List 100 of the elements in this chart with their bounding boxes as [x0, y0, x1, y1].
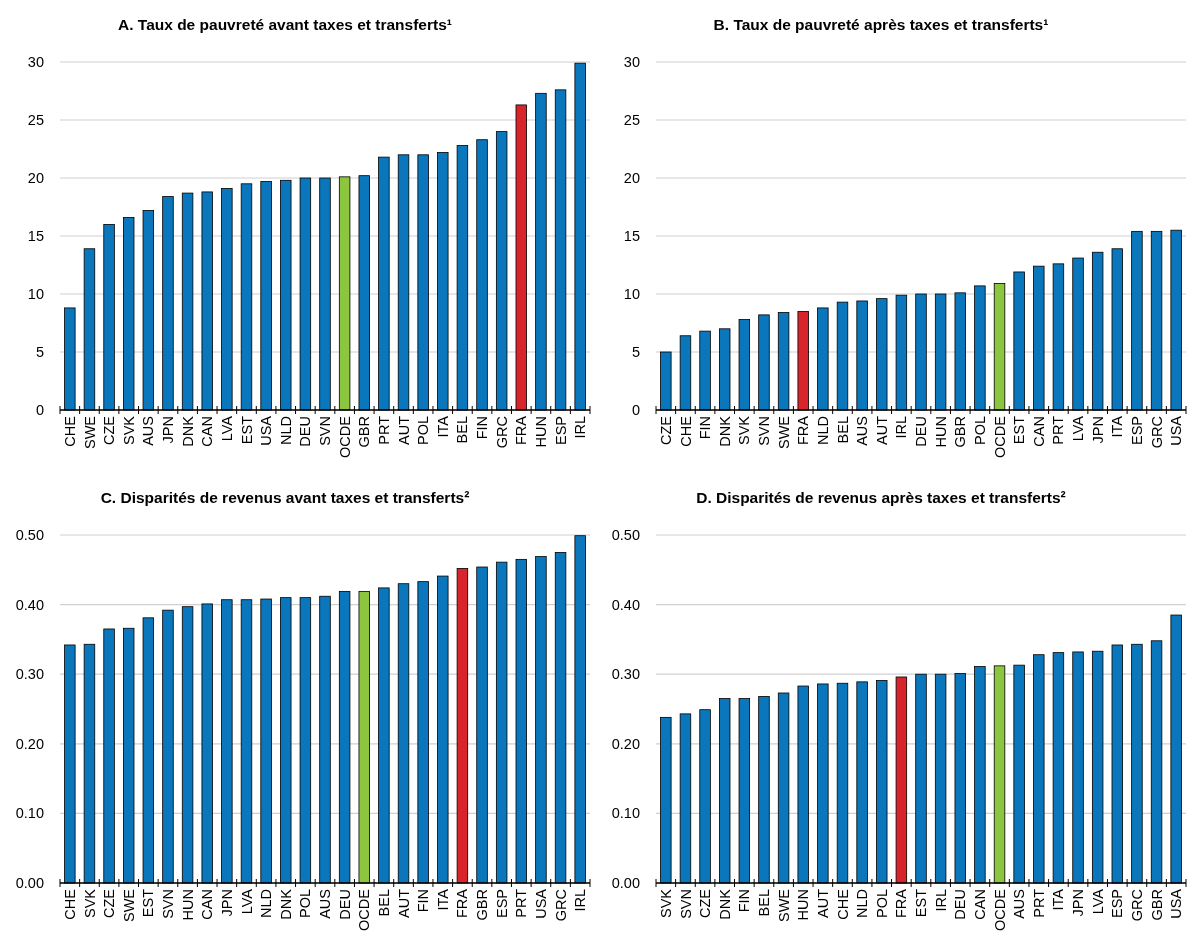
x-tick-label: OCDE: [356, 888, 373, 931]
x-tick-label: JPN: [160, 416, 177, 444]
x-tick-label: LVA: [238, 888, 255, 915]
x-tick-label: GBR: [356, 416, 373, 448]
x-tick-label: AUS: [854, 416, 871, 446]
x-tick-label: GRC: [1148, 416, 1165, 449]
x-tick-label: CAN: [199, 416, 216, 447]
x-tick-label: CAN: [199, 889, 216, 920]
x-tick-label: USA: [1168, 888, 1185, 919]
x-tick-label: CHE: [834, 888, 851, 920]
x-tick-label: GRC: [493, 416, 510, 449]
x-tick-label: OCDE: [991, 415, 1008, 458]
x-tick-label: SVK: [736, 415, 753, 446]
y-tick-label: 25: [27, 112, 44, 129]
x-tick-label: CHE: [677, 415, 694, 447]
x-tick-label: BEL: [834, 416, 851, 444]
x-tick-label: PRT: [375, 415, 392, 445]
x-tick-label: BEL: [375, 889, 392, 917]
x-tick-label: LVA: [1089, 888, 1106, 915]
x-tick-label: HUN: [179, 889, 196, 921]
x-tick-label: ITA: [434, 888, 451, 911]
x-tick-label: USA: [258, 415, 275, 446]
x-tick-label: DNK: [277, 888, 294, 920]
x-tick-label: FRA: [454, 888, 471, 918]
x-tick-label: SVN: [677, 889, 694, 919]
y-tick-label: 0.20: [15, 735, 44, 752]
y-tick-label: 20: [27, 170, 44, 187]
x-tick-label: CAN: [1030, 416, 1047, 447]
y-tick-label: 20: [623, 170, 640, 187]
x-tick-label: JPN: [218, 889, 235, 917]
y-tick-label: 0.10: [15, 805, 44, 822]
x-tick-label: SWE: [120, 888, 137, 923]
x-tick-label: HUN: [533, 416, 549, 448]
x-tick-label: SVN: [756, 416, 773, 446]
x-tick-label: AUT: [814, 888, 831, 918]
x-tick-label: OCDE: [991, 888, 1008, 931]
x-tick-label: CZE: [657, 415, 674, 445]
x-tick-label: IRL: [932, 889, 949, 912]
y-tick-label: 5: [35, 344, 44, 361]
x-tick-label: DEU: [952, 889, 969, 920]
x-tick-label: AUT: [395, 888, 412, 918]
y-tick-label: 0.40: [611, 596, 640, 613]
x-tick-label: ITA: [1109, 415, 1126, 438]
x-tick-label: EST: [913, 888, 930, 918]
y-tick-label: 25: [623, 112, 640, 129]
x-tick-label: AUT: [873, 415, 890, 445]
x-tick-label: POL: [873, 889, 890, 919]
x-tick-label: DEU: [336, 889, 353, 920]
x-tick-label: IRL: [572, 889, 589, 912]
y-tick-label: 0.10: [611, 805, 640, 822]
x-tick-label: NLD: [258, 889, 275, 919]
x-tick-label: GBR: [952, 416, 969, 448]
x-tick-label: JPN: [1089, 416, 1106, 444]
x-tick-label: SWE: [81, 415, 98, 450]
x-tick-label: SWE: [775, 415, 792, 450]
x-tick-label: IRL: [893, 416, 910, 439]
x-tick-label: PRT: [1050, 415, 1067, 445]
x-tick-label: DNK: [716, 888, 733, 920]
x-tick-label: FIN: [415, 889, 432, 913]
x-tick-label: ITA: [1050, 888, 1067, 911]
y-tick-label: 0.50: [15, 527, 44, 544]
x-tick-label: AUS: [1011, 889, 1028, 919]
x-tick-label: FIN: [736, 889, 753, 913]
x-tick-label: FRA: [795, 415, 812, 445]
x-tick-label: IRL: [572, 416, 589, 439]
x-tick-label: GRC: [1129, 889, 1145, 922]
chart-title: B. Taux de pauvreté après taxes et transferts¹: [713, 16, 1049, 33]
y-tick-label: 0.20: [611, 735, 640, 752]
x-tick-label: EST: [140, 888, 157, 918]
y-tick-label: 0.00: [611, 875, 640, 892]
x-tick-label: HUN: [795, 889, 812, 921]
x-tick-label: AUS: [140, 416, 157, 446]
x-tick-label: SVK: [120, 415, 137, 446]
x-tick-label: ESP: [1129, 416, 1145, 446]
x-tick-label: AUS: [317, 889, 334, 919]
x-tick-label: CHE: [61, 415, 78, 447]
y-tick-label: 30: [623, 54, 640, 71]
x-tick-label: DNK: [179, 415, 196, 447]
y-tick-label: 10: [623, 286, 640, 303]
x-tick-label: GBR: [1148, 889, 1165, 921]
x-tick-label: POL: [971, 416, 988, 446]
y-tick-label: 0: [631, 402, 640, 419]
x-tick-label: CZE: [101, 888, 118, 918]
y-tick-label: 0.00: [15, 875, 44, 892]
x-tick-label: NLD: [854, 889, 871, 919]
x-tick-label: OCDE: [336, 415, 353, 458]
y-tick-label: 0.30: [15, 666, 44, 683]
x-tick-label: POL: [415, 416, 432, 446]
x-tick-label: JPN: [1070, 889, 1087, 917]
chart-title: C. Disparités de revenus avant taxes et transferts²: [100, 489, 470, 506]
x-tick-label: NLD: [277, 416, 294, 446]
x-tick-label: DEU: [913, 416, 930, 447]
x-tick-label: SWE: [775, 888, 792, 923]
x-tick-label: EST: [1011, 415, 1028, 445]
x-tick-label: CAN: [971, 889, 988, 920]
x-tick-label: ESP: [493, 889, 510, 919]
x-tick-label: SVN: [160, 889, 177, 919]
y-tick-label: 10: [27, 286, 44, 303]
x-tick-label: FRA: [893, 888, 910, 918]
x-tick-label: ITA: [434, 415, 451, 438]
